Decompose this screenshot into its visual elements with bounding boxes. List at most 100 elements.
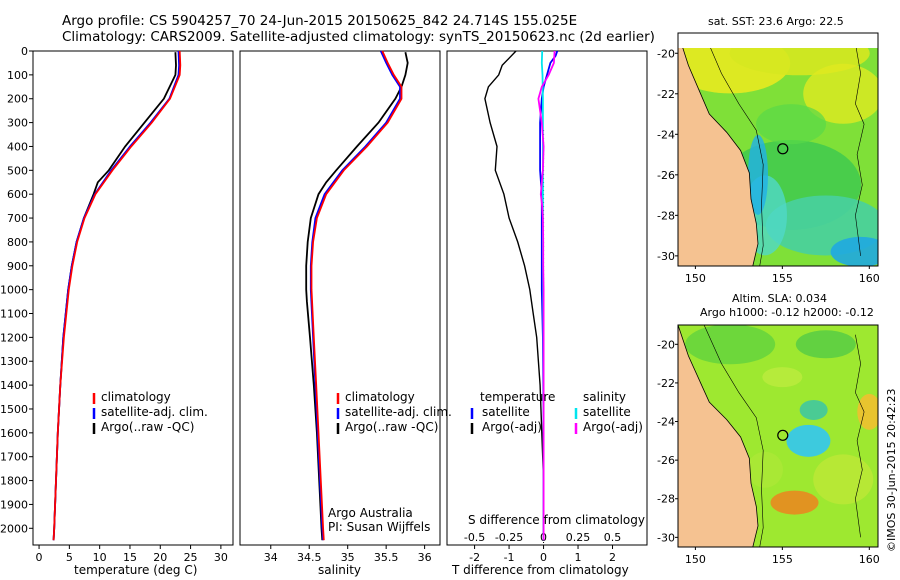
field-patch (803, 63, 878, 124)
temp-legend-sat: satellite-adj. clim. (101, 405, 208, 419)
y-tick-label: 800 (7, 236, 28, 249)
field-patch (748, 134, 768, 215)
sst-map-title: sat. SST: 23.6 Argo: 22.5 (708, 15, 844, 28)
sal-legend-sat: satellite-adj. clim. (345, 405, 452, 419)
y-tick-label: 1200 (0, 331, 28, 344)
isobath-contour (710, 48, 764, 266)
temperature-panel: 0100200300400500600700800900100011001200… (0, 45, 234, 564)
lat-tick-label: -22 (657, 377, 675, 390)
y-tick-label: 200 (7, 93, 28, 106)
diff-legend-t-title: temperature (480, 390, 556, 404)
series-line-2 (52, 50, 182, 541)
s-tick-label: 0.25 (566, 531, 591, 544)
x-tick-label: 15 (123, 551, 137, 564)
x-tick-label: -2 (469, 551, 480, 564)
diff-legend-t-argo: Argo(-adj) (482, 420, 542, 434)
x-tick-label: 0 (540, 551, 547, 564)
map-frame (677, 324, 879, 548)
y-tick-label: 100 (7, 69, 28, 82)
series-line-0 (305, 52, 409, 541)
y-tick-label: 400 (7, 140, 28, 153)
y-tick-label: 1600 (0, 427, 28, 440)
x-tick-label: 1 (575, 551, 582, 564)
lon-tick-label: 155 (772, 553, 793, 566)
y-tick-label: 0 (21, 45, 28, 58)
sla-map-subtitle: Argo h1000: -0.12 h2000: -0.12 (700, 306, 874, 319)
sla-map-title: Altim. SLA: 0.034 (732, 292, 828, 305)
salinity-panel: 34 34.5 35 35.5 36 (239, 50, 441, 564)
lat-tick-label: -22 (657, 88, 675, 101)
temperature-xlabel: temperature (deg C) (74, 563, 198, 577)
sst-map-panel: -20 -22 -24 -26 -28 -30 150 155 160 (657, 32, 880, 285)
seamount-contour (855, 334, 865, 538)
y-tick-label: 1000 (0, 284, 28, 297)
y-tick-label: 300 (7, 117, 28, 130)
lat-tick-label: -30 (657, 531, 675, 544)
diff-legend-s-argo: Argo(-adj) (583, 420, 643, 434)
y-tick-label: 900 (7, 260, 28, 273)
header-line2: Climatology: CARS2009. Satellite-adjuste… (62, 29, 655, 45)
sla-map-panel: -20 -22 -24 -26 -28 -30 150 155 160 (657, 324, 880, 566)
x-tick-label: 35 (341, 551, 355, 564)
x-tick-label: 10 (93, 551, 107, 564)
x-tick-label: 5 (66, 551, 73, 564)
lat-tick-label: -20 (657, 47, 675, 60)
x-tick-label: 34 (264, 551, 278, 564)
axes-frame (32, 50, 234, 546)
land-mass (678, 325, 759, 547)
sal-legend-clim: climatology (345, 390, 415, 404)
y-tick-label: 2000 (0, 522, 28, 535)
x-tick-label: 25 (184, 551, 198, 564)
x-tick-label: 36 (418, 551, 432, 564)
lon-tick-label: 160 (859, 553, 880, 566)
x-tick-label: -1 (504, 551, 515, 564)
y-tick-label: 1400 (0, 379, 28, 392)
series-line-2 (310, 50, 403, 541)
series-line-3 (537, 50, 556, 541)
diff-xlabel: T difference from climatology (452, 563, 629, 577)
lat-tick-label: -20 (657, 338, 675, 351)
s-tick-label: -0.25 (495, 531, 523, 544)
field-patch (770, 490, 819, 515)
series-line-1 (484, 50, 545, 541)
y-tick-label: 1500 (0, 403, 28, 416)
salinity-xlabel: salinity (318, 563, 362, 577)
diff-legend-s-title: salinity (583, 390, 627, 404)
axes-frame (446, 50, 648, 546)
lon-tick-label: 160 (859, 272, 880, 285)
field-patch (813, 454, 874, 505)
sal-legend-argo: Argo(..raw -QC) (345, 420, 439, 434)
map-field (678, 325, 878, 547)
sal-annotation-2: PI: Susan Wijffels (328, 520, 431, 534)
lat-tick-label: -24 (657, 416, 675, 429)
y-tick-label: 1100 (0, 308, 28, 321)
lat-tick-label: -30 (657, 250, 675, 263)
isobath-contour (703, 325, 764, 547)
x-tick-label: 30 (214, 551, 228, 564)
y-tick-label: 600 (7, 188, 28, 201)
s-tick-label: 0.5 (604, 531, 622, 544)
series-line-0 (52, 52, 177, 541)
lon-tick-label: 150 (685, 272, 706, 285)
field-patch (857, 393, 878, 430)
x-tick-label: 35.5 (374, 551, 399, 564)
float-position-marker (777, 143, 789, 155)
lat-tick-label: -28 (657, 209, 675, 222)
x-tick-label: 0 (36, 551, 43, 564)
field-patch (685, 325, 776, 365)
field-patch (786, 424, 831, 457)
map-field (678, 48, 878, 266)
y-tick-label: 1800 (0, 475, 28, 488)
temp-legend-clim: climatology (101, 390, 171, 404)
seamount-contour (855, 48, 865, 256)
y-tick-label: 1300 (0, 355, 28, 368)
x-tick-label: 2 (609, 551, 616, 564)
field-patch (795, 330, 856, 359)
lat-tick-label: -28 (657, 493, 675, 506)
diff-legend-t-sat: satellite (482, 405, 530, 419)
lat-tick-label: -24 (657, 128, 675, 141)
difference-panel: -2 -1 0 1 2-0.5 -0.25 0 0.25 0.5 (446, 50, 648, 564)
imos-credit: ©IMOS 30-Jun-2015 20:42:23 (885, 388, 898, 552)
y-tick-label: 700 (7, 212, 28, 225)
